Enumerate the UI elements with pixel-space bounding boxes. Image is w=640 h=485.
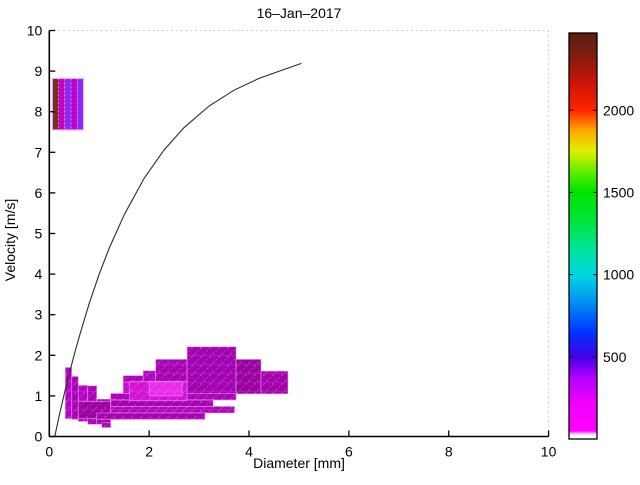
y-tick-label: 6: [35, 185, 43, 201]
x-tick-label: 2: [145, 444, 153, 460]
cell-hatch-overlay: [65, 346, 288, 428]
x-axis-label: Diameter [mm]: [253, 455, 345, 471]
x-tick-label: 6: [345, 444, 353, 460]
x-tick-label: 10: [541, 444, 557, 460]
x-tick-label: 8: [445, 444, 453, 460]
y-tick-label: 5: [35, 226, 43, 242]
plot-title: 16–Jan–2017: [257, 5, 342, 21]
y-tick-label: 1: [35, 388, 43, 404]
terminal-velocity-line: [54, 62, 302, 437]
upper-patch-cell: [77, 78, 84, 130]
y-axis-label: Velocity [m/s]: [2, 199, 18, 281]
y-tick-label: 10: [27, 23, 43, 39]
upper-patch-layer: [51, 77, 85, 131]
upper-patch-cell: [71, 78, 78, 130]
colorbar: 500 1000 1500 2000: [568, 32, 634, 440]
y-tick-label: 9: [35, 63, 43, 79]
y-tick-label: 7: [35, 144, 43, 160]
axes-ticks: 0 2 4 6 8 10 0 1 2 3 4 5 6 7 8 9 10: [27, 23, 557, 460]
upper-patch-cell: [52, 78, 59, 130]
x-tick-label: 0: [45, 444, 53, 460]
patch-border: [51, 77, 85, 131]
colorbar-bar: [568, 32, 598, 440]
y-tick-label: 8: [35, 104, 43, 120]
upper-patch-cell: [64, 78, 72, 130]
terminal-velocity-curve: [54, 62, 302, 437]
colorbar-tick-label: 500: [603, 349, 627, 365]
colorbar-tick-label: 1500: [603, 184, 634, 200]
y-tick-label: 2: [35, 347, 43, 363]
colorbar-tick-label: 1000: [603, 267, 634, 283]
y-tick-label: 4: [35, 266, 43, 282]
y-tick-label: 3: [35, 307, 43, 323]
x-tick-label: 4: [245, 444, 253, 460]
upper-patch-cell: [58, 78, 65, 130]
y-tick-label: 0: [35, 429, 43, 445]
colorbar-tick-label: 2000: [603, 102, 634, 118]
